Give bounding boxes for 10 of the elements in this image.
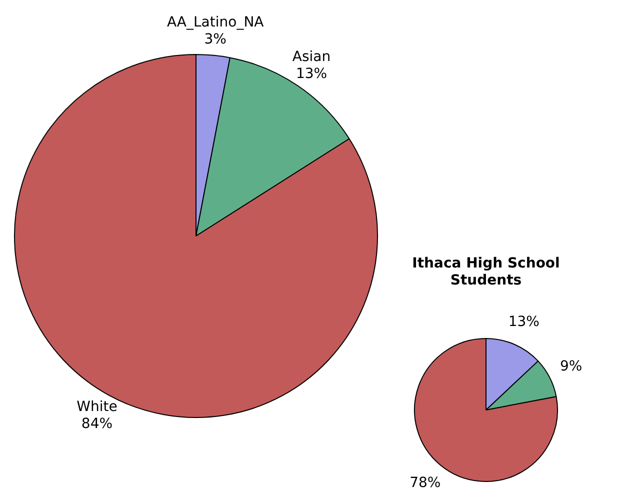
data-label: 3%: [204, 32, 226, 48]
data-label: 13%: [296, 66, 328, 82]
slice-label: AA_Latino_NA: [166, 14, 264, 31]
data-label: 84%: [81, 416, 113, 432]
data-label: 9%: [560, 358, 582, 374]
chart-title: Ithaca High School Students: [412, 256, 560, 289]
data-label: 13%: [508, 314, 540, 330]
data-label: 78%: [410, 475, 441, 492]
slice-label: White: [76, 399, 118, 416]
slice-label: Asian: [292, 49, 331, 66]
